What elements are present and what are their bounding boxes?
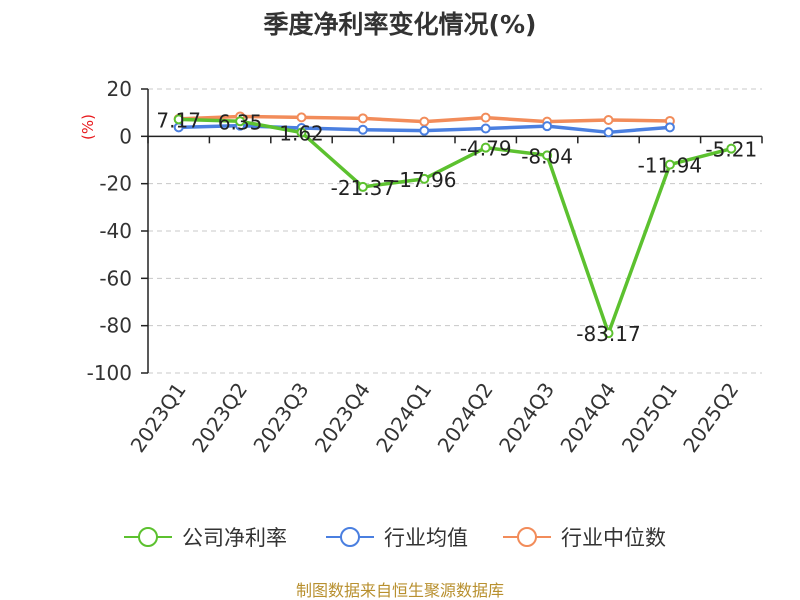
source-note: 制图数据来自恒生聚源数据库 [296,581,504,600]
data-point-0 [603,328,614,339]
data-point-1 [542,121,553,132]
data-point-0 [664,159,675,170]
data-point-2 [357,113,368,124]
data-point-1 [603,127,614,138]
y-tick-label: -40 [99,219,132,243]
data-label: -21.37 [331,176,395,200]
data-point-1 [357,124,368,135]
x-tick-label: 2023Q3 [248,378,313,457]
data-point-1 [480,123,491,134]
legend-label: 行业中位数 [561,526,666,550]
data-point-2 [603,115,614,126]
data-point-2 [296,112,307,123]
legend-label: 公司净利率 [182,526,287,550]
data-label: 1.62 [279,121,324,145]
data-label: -8.04 [521,144,573,168]
data-point-0 [173,114,184,125]
x-tick-label: 2024Q4 [555,378,620,457]
x-tick-label: 2024Q2 [433,378,498,457]
y-tick-label: -80 [99,314,132,338]
data-point-2 [419,116,430,127]
data-label: -17.96 [392,168,456,192]
legend-label: 行业均值 [384,526,468,550]
chart-title: 季度净利率变化情况(%) [264,10,537,39]
legend-marker-1 [340,527,360,547]
y-tick-label: -100 [87,361,132,385]
data-label: 6.35 [218,110,263,134]
data-point-0 [419,173,430,184]
data-label: -11.94 [638,154,702,178]
x-tick-label: 2024Q3 [494,378,559,457]
y-tick-label: -60 [99,266,132,290]
y-tick-label: 20 [107,77,132,101]
data-point-0 [726,143,737,154]
data-point-0 [480,142,491,153]
data-point-1 [664,122,675,133]
legend-marker-2 [517,527,537,547]
y-axis-label: (%) [79,114,97,140]
x-tick-label: 2025Q1 [617,378,682,457]
data-point-1 [419,125,430,136]
y-tick-label: 0 [119,124,132,148]
data-point-0 [357,181,368,192]
data-point-0 [542,150,553,161]
data-label: -83.17 [576,322,640,346]
data-label: -5.21 [705,138,757,162]
x-tick-label: 2025Q2 [678,378,743,457]
legend: 公司净利率 行业均值 行业中位数 [124,526,666,550]
series-line-0 [178,117,732,335]
grid-lines [148,88,762,374]
x-tick-label: 2023Q2 [187,378,252,457]
data-label: -4.79 [460,137,512,161]
x-tick-label: 2023Q4 [310,378,375,457]
x-tick-label: 2023Q1 [126,378,191,457]
y-tick-label: -20 [99,172,132,196]
data-labels: 7.17 6.35 1.62 -21.37-17.96-4.79 -8.04 -83.17… [156,108,757,346]
legend-marker-0 [138,527,158,547]
data-point-0 [235,116,246,127]
data-point-2 [480,112,491,123]
data-label: 7.17 [156,108,201,132]
series-lines [173,111,737,339]
x-tick-label: 2024Q1 [371,378,436,457]
data-point-0 [296,127,307,138]
